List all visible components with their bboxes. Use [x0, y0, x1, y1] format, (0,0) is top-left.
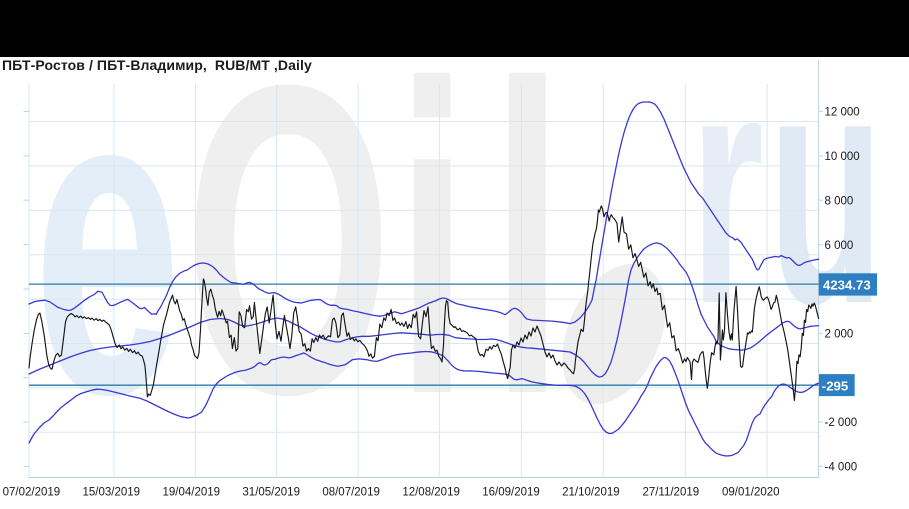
svg-text:16/09/2019: 16/09/2019: [482, 487, 540, 499]
svg-text:15/03/2019: 15/03/2019: [83, 487, 141, 499]
svg-text:eOil: eOil: [33, 0, 568, 486]
svg-text:4234.73: 4234.73: [823, 278, 871, 293]
svg-text:27/11/2019: 27/11/2019: [642, 487, 699, 499]
svg-text:-4 000: -4 000: [825, 462, 858, 474]
svg-text:19/04/2019: 19/04/2019: [163, 487, 221, 499]
svg-text:2 000: 2 000: [825, 329, 854, 341]
svg-text:07/02/2019: 07/02/2019: [3, 487, 61, 499]
svg-text:6 000: 6 000: [825, 240, 854, 252]
svg-text:-295: -295: [822, 378, 848, 393]
svg-text:-2 000: -2 000: [825, 417, 858, 429]
svg-text:8 000: 8 000: [825, 195, 854, 207]
svg-text:08/07/2019: 08/07/2019: [322, 487, 380, 499]
svg-text:09/01/2020: 09/01/2020: [722, 487, 780, 499]
svg-text:10 000: 10 000: [825, 151, 860, 163]
svg-text:ru: ru: [690, 2, 888, 373]
svg-text:21/10/2019: 21/10/2019: [562, 487, 620, 499]
svg-text:31/05/2019: 31/05/2019: [242, 487, 300, 499]
svg-text:12/08/2019: 12/08/2019: [402, 487, 460, 499]
svg-text:12 000: 12 000: [825, 107, 860, 119]
